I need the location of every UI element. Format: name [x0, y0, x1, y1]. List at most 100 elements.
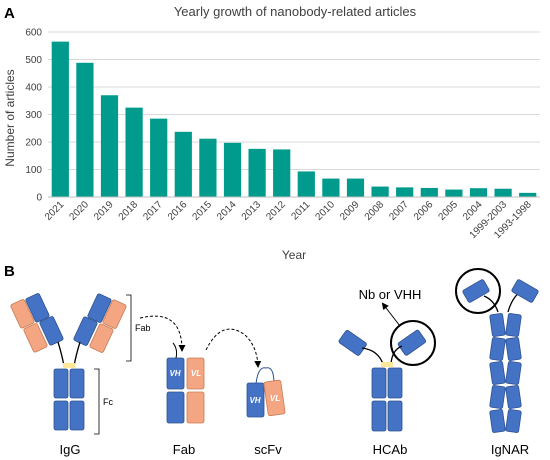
fab-vl-label: VL [191, 369, 201, 378]
ignar-constant-domain [505, 313, 522, 337]
fab-label: Fab [173, 442, 195, 457]
ignar-constant-domains [489, 313, 522, 433]
gridlines [48, 31, 540, 170]
y-tick-label: 400 [25, 83, 42, 94]
y-tick-label: 300 [25, 110, 42, 121]
x-tick-label: 2007 [387, 199, 411, 223]
igg-right-light-v [102, 299, 127, 329]
scfv-fragment: VH VL scFv [246, 367, 286, 457]
bar-2015 [199, 138, 217, 197]
bar-2004 [469, 188, 488, 197]
igg-antibody: Fab Fc IgG [10, 293, 151, 457]
igg-right-arm [73, 293, 127, 353]
bar-2005 [445, 189, 463, 197]
scfv-label: scFv [254, 442, 282, 457]
ignar-constant-domain [489, 385, 506, 409]
hcab-fc-right-2 [387, 400, 403, 432]
y-axis-label: Number of articles [3, 69, 17, 166]
hcab-fc-right-1 [387, 367, 403, 399]
scfv-vl-label: VL [270, 394, 280, 403]
bar-2011 [297, 171, 315, 197]
fc-bracket-label: Fc [103, 397, 113, 407]
x-tick-label: 2015 [191, 199, 215, 223]
x-tick-label: 2021 [43, 199, 67, 223]
fab-hinge [172, 342, 178, 359]
bar-2018 [125, 107, 143, 197]
igg-left-heavy-c [39, 316, 64, 346]
x-tick-label: 2012 [264, 199, 288, 223]
x-tick-label: 2016 [166, 199, 190, 223]
ignar-vnar-left [462, 279, 490, 303]
fab-bracket-label: Fab [135, 323, 151, 333]
igg-hinge [57, 341, 81, 367]
panel-b-label: B [4, 263, 15, 280]
ignar-constant-domain [489, 313, 506, 337]
x-tick-labels: 2021 2020 2019 2018 2017 2016 2015 2014 2013 2012… [43, 199, 534, 241]
y-tick-label: 200 [25, 138, 42, 149]
igg-right-heavy-v [87, 293, 112, 323]
igg-right-light-c [89, 323, 114, 353]
hcab-label: HCAb [373, 442, 408, 457]
x-tick-label: 2008 [363, 199, 387, 223]
hcab-antibody: Nb or VHH HCAb [338, 287, 436, 457]
bar-2006 [420, 187, 438, 197]
scfv-vh-label: VH [249, 396, 260, 405]
bar-1999-2003 [494, 188, 512, 197]
bar-2021 [51, 41, 69, 197]
ignar-constant-domain [505, 337, 522, 361]
hcab-left-vhh [338, 329, 367, 356]
ignar-constant-domain [489, 409, 506, 433]
scfv-heavy-v [246, 382, 265, 418]
bar-2008 [371, 186, 389, 197]
bar-2017 [150, 118, 168, 197]
x-tick-label: 2013 [240, 199, 264, 223]
bar-1993-1998 [519, 192, 537, 197]
arrow-to-scfv [205, 328, 262, 368]
x-tick-label: 2018 [117, 199, 141, 223]
x-tick-label: 2020 [68, 199, 92, 223]
fab-heavy-c [166, 391, 185, 424]
bar-2020 [76, 62, 94, 197]
igg-left-light-c [23, 323, 48, 353]
x-tick-label: 2009 [338, 199, 362, 223]
ignar-constant-domain [505, 385, 522, 409]
igg-fc-right-1 [69, 368, 85, 399]
bar-2016 [174, 131, 192, 197]
y-tick-label: 0 [36, 193, 42, 204]
bars [51, 41, 537, 197]
ignar-constant-domain [489, 337, 506, 361]
nb-callout-arrow [381, 302, 401, 327]
igg-fc-right-2 [69, 400, 85, 431]
ignar-constant-domain [505, 409, 522, 433]
hcab-fc-left-1 [371, 367, 387, 399]
arrow-to-fab [139, 315, 186, 352]
bar-2014 [223, 142, 242, 197]
igg-left-light-v [10, 299, 35, 329]
nb-callout-label: Nb or VHH [359, 287, 422, 302]
panel-a-label: A [4, 5, 15, 22]
ignar-vnar-right [511, 279, 539, 303]
fab-bracket [126, 294, 132, 362]
fab-vh-label: VH [169, 369, 180, 378]
chart-title: Yearly growth of nanobody-related articl… [174, 4, 417, 19]
bar-2013 [248, 148, 266, 197]
chart: 0 100 200 300 400 500 600 2021 2020 2019 2018 2017… [25, 28, 540, 241]
hcab-right-vhh [397, 329, 427, 356]
igg-fc-left-2 [53, 400, 69, 431]
y-tick-labels: 0 100 200 300 400 500 600 [25, 28, 42, 204]
ignar-label: IgNAR [491, 442, 529, 457]
y-tick-label: 500 [25, 55, 42, 66]
scfv-linker [255, 367, 275, 385]
x-tick-label: 2010 [314, 199, 338, 223]
hcab-fc-left-2 [371, 400, 387, 432]
x-tick-label: 2011 [289, 199, 312, 222]
fab-fragment: VH VL Fab [166, 342, 205, 457]
ignar-constant-domain [505, 361, 522, 385]
ignar-constant-domain [489, 361, 506, 385]
fab-light-v [186, 357, 205, 390]
x-tick-label: 2006 [412, 199, 436, 223]
bar-2010 [322, 178, 340, 197]
fab-heavy-v [166, 357, 185, 390]
ignar-highlight-circle [455, 268, 501, 314]
